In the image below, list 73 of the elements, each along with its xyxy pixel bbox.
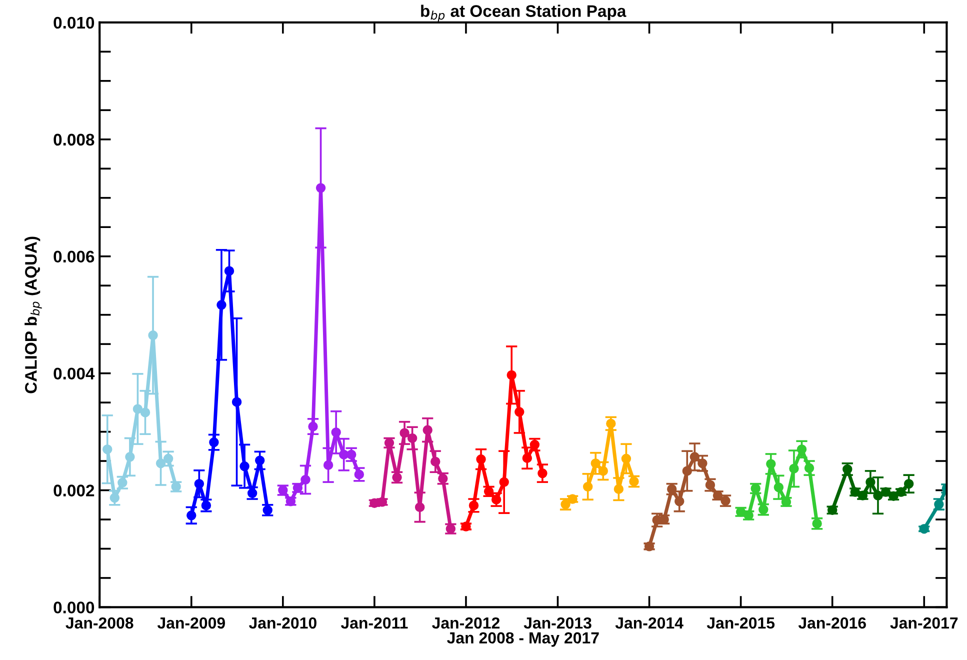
point: [598, 466, 608, 476]
point: [140, 408, 150, 418]
point: [232, 397, 242, 407]
point: [254, 456, 265, 466]
point: [331, 427, 341, 438]
point: [476, 454, 486, 464]
x-tick-label: Jan-2011: [340, 617, 408, 629]
point: [148, 330, 158, 340]
point: [506, 370, 516, 380]
y-tick-label: 0.010: [54, 16, 94, 29]
point: [132, 404, 143, 414]
x-tick-label: Jan-2014: [615, 617, 684, 629]
point: [102, 444, 112, 454]
point: [499, 477, 509, 487]
y-tick-label: 0.002: [54, 484, 94, 496]
chart-title: b$_{bp}$ at Ocean Station Papa: [421, 4, 626, 22]
point: [125, 452, 135, 462]
x-axis-title: Jan 2008 - May 2017: [447, 632, 599, 647]
point: [468, 500, 479, 510]
point: [186, 510, 196, 520]
point: [804, 463, 814, 473]
point: [621, 454, 632, 464]
x-tick-label: Jan-2008: [66, 617, 134, 629]
point: [400, 428, 410, 438]
point: [796, 444, 807, 454]
point: [240, 461, 250, 472]
point: [209, 437, 219, 448]
point: [346, 450, 356, 460]
point: [194, 478, 204, 489]
point: [690, 452, 700, 462]
point: [414, 502, 425, 512]
point: [789, 464, 799, 474]
point: [522, 453, 532, 463]
x-tick-label: Jan-2009: [157, 617, 225, 629]
y-tick-label: 0.000: [54, 602, 94, 614]
point: [300, 474, 310, 485]
point: [224, 266, 234, 276]
point: [698, 458, 708, 468]
point: [407, 433, 418, 444]
point: [216, 300, 226, 310]
point: [682, 466, 692, 476]
x-tick-label: Jan-2015: [706, 617, 775, 629]
point: [430, 456, 440, 466]
x-tick-label: Jan-2017: [890, 617, 958, 629]
y-tick-label: 0.006: [54, 250, 94, 263]
point: [316, 183, 326, 193]
point: [308, 422, 318, 432]
x-tick-label: Jan-2016: [798, 617, 866, 629]
point: [422, 425, 432, 435]
point: [904, 478, 914, 489]
point: [323, 460, 334, 470]
point: [156, 458, 166, 468]
point: [568, 494, 578, 504]
point: [514, 407, 524, 417]
point: [766, 459, 776, 469]
x-tick-label: Jan-2012: [432, 617, 500, 629]
point: [774, 482, 784, 492]
y-tick-label: 0.008: [54, 134, 94, 146]
point: [354, 470, 364, 480]
point: [582, 482, 593, 492]
y-tick-label: 0.004: [54, 368, 95, 380]
x-tick-label: Jan-2010: [248, 617, 316, 629]
point: [614, 484, 624, 494]
point: [873, 490, 883, 500]
point: [674, 496, 684, 506]
x-tick-label: Jan-2013: [524, 617, 592, 629]
point: [590, 458, 600, 468]
y-axis-title: CALIOP b$_{bp}$ (AQUA): [24, 236, 42, 394]
point: [606, 418, 616, 428]
point: [538, 468, 548, 478]
point: [163, 454, 174, 464]
point: [866, 477, 876, 487]
point: [919, 524, 929, 534]
